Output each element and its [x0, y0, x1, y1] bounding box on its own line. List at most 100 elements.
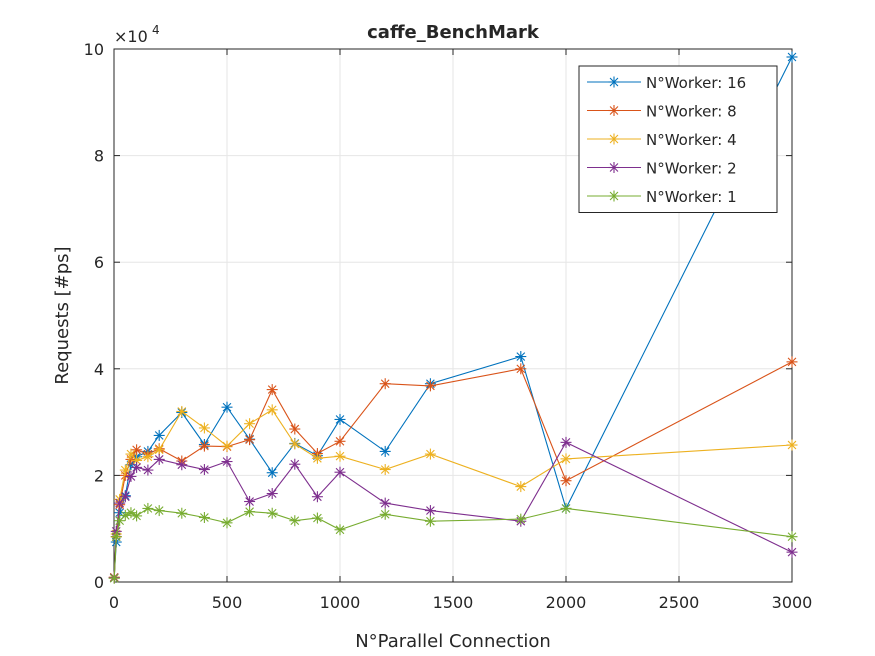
- legend-item: N°Worker: 4: [587, 131, 737, 149]
- y-tick-label: 6: [94, 253, 104, 272]
- data-point: [334, 413, 346, 425]
- data-point: [131, 461, 143, 473]
- data-point: [221, 517, 233, 529]
- data-point: [289, 423, 301, 435]
- y-axis-label: Requests [#ps]: [52, 246, 73, 384]
- x-tick-label: 2000: [546, 593, 587, 612]
- data-point: [108, 572, 120, 584]
- data-point: [176, 459, 188, 471]
- data-point: [244, 434, 256, 446]
- legend-label: N°Worker: 16: [646, 74, 746, 92]
- data-point: [142, 451, 154, 463]
- data-point: [334, 450, 346, 462]
- data-point: [515, 363, 527, 375]
- data-point: [334, 466, 346, 478]
- data-point: [198, 512, 210, 524]
- data-point: [786, 531, 798, 543]
- data-point: [266, 404, 278, 416]
- data-point: [379, 464, 391, 476]
- x-tick-label: 1500: [433, 593, 474, 612]
- data-point: [515, 513, 527, 525]
- data-point: [266, 467, 278, 479]
- y-axis-exponent-power: 4: [152, 23, 160, 37]
- data-point: [153, 453, 165, 465]
- data-point: [289, 515, 301, 527]
- data-point: [334, 435, 346, 447]
- data-point: [515, 481, 527, 493]
- data-point: [424, 448, 436, 460]
- legend-marker: [608, 105, 620, 116]
- legend-item: N°Worker: 1: [587, 188, 737, 206]
- data-point: [379, 508, 391, 520]
- data-point: [786, 439, 798, 451]
- data-point: [560, 475, 572, 487]
- legend-marker: [608, 162, 620, 173]
- x-tick-label: 500: [212, 593, 243, 612]
- data-point: [515, 351, 527, 363]
- data-point: [153, 429, 165, 441]
- x-tick-label: 3000: [772, 593, 813, 612]
- series-2: [108, 404, 798, 584]
- data-point: [125, 507, 137, 519]
- y-tick-label: 10: [84, 40, 104, 59]
- data-point: [221, 440, 233, 452]
- data-point: [266, 488, 278, 500]
- data-point: [560, 436, 572, 448]
- data-point: [266, 507, 278, 519]
- legend-label: N°Worker: 2: [646, 160, 737, 178]
- data-point: [379, 497, 391, 509]
- legend-marker: [608, 133, 620, 145]
- data-point: [786, 546, 798, 558]
- data-point: [379, 378, 391, 390]
- data-point: [119, 491, 131, 503]
- legend-label: N°Worker: 1: [646, 188, 737, 206]
- y-tick-label: 4: [94, 360, 104, 379]
- data-point: [379, 445, 391, 457]
- data-point: [142, 502, 154, 514]
- x-tick-label: 2500: [659, 593, 700, 612]
- legend-label: N°Worker: 4: [646, 131, 737, 149]
- data-point: [176, 405, 188, 417]
- data-point: [311, 452, 323, 464]
- data-point: [198, 440, 210, 452]
- data-point: [266, 384, 278, 396]
- data-point: [198, 422, 210, 434]
- legend-item: N°Worker: 2: [587, 160, 737, 178]
- series-3: [108, 436, 798, 584]
- data-point: [153, 505, 165, 517]
- y-tick-label: 2: [94, 466, 104, 485]
- data-point: [244, 418, 256, 430]
- y-axis-exponent-base: ×10: [114, 27, 148, 46]
- legend: N°Worker: 16 N°Worker: 8 N°Worker: 4 N°Work…: [578, 65, 778, 213]
- data-point: [153, 444, 165, 456]
- data-point: [110, 531, 122, 543]
- data-point: [125, 470, 137, 482]
- data-point: [289, 458, 301, 470]
- chart-title: caffe_BenchMark: [367, 22, 540, 43]
- data-point: [221, 456, 233, 468]
- data-point: [424, 505, 436, 517]
- data-point: [334, 524, 346, 536]
- series-4: [108, 502, 798, 584]
- legend-item: N°Worker: 16: [587, 74, 746, 92]
- data-point: [786, 356, 798, 368]
- series-group: [108, 51, 798, 584]
- x-axis-label: N°Parallel Connection: [355, 631, 551, 652]
- y-tick-label: 0: [94, 573, 104, 592]
- data-point: [176, 507, 188, 519]
- data-point: [131, 444, 143, 456]
- data-point: [244, 506, 256, 518]
- legend-marker: [608, 76, 620, 88]
- legend-label: N°Worker: 8: [646, 103, 737, 121]
- y-tick-label: 8: [94, 147, 104, 166]
- x-tick-label: 1000: [320, 593, 361, 612]
- data-point: [560, 502, 572, 514]
- data-point: [311, 491, 323, 503]
- data-point: [560, 453, 572, 465]
- legend-marker: [608, 190, 620, 202]
- data-point: [244, 496, 256, 508]
- x-tick-label: 0: [109, 593, 119, 612]
- data-point: [142, 464, 154, 476]
- data-point: [424, 515, 436, 527]
- data-point: [289, 438, 301, 450]
